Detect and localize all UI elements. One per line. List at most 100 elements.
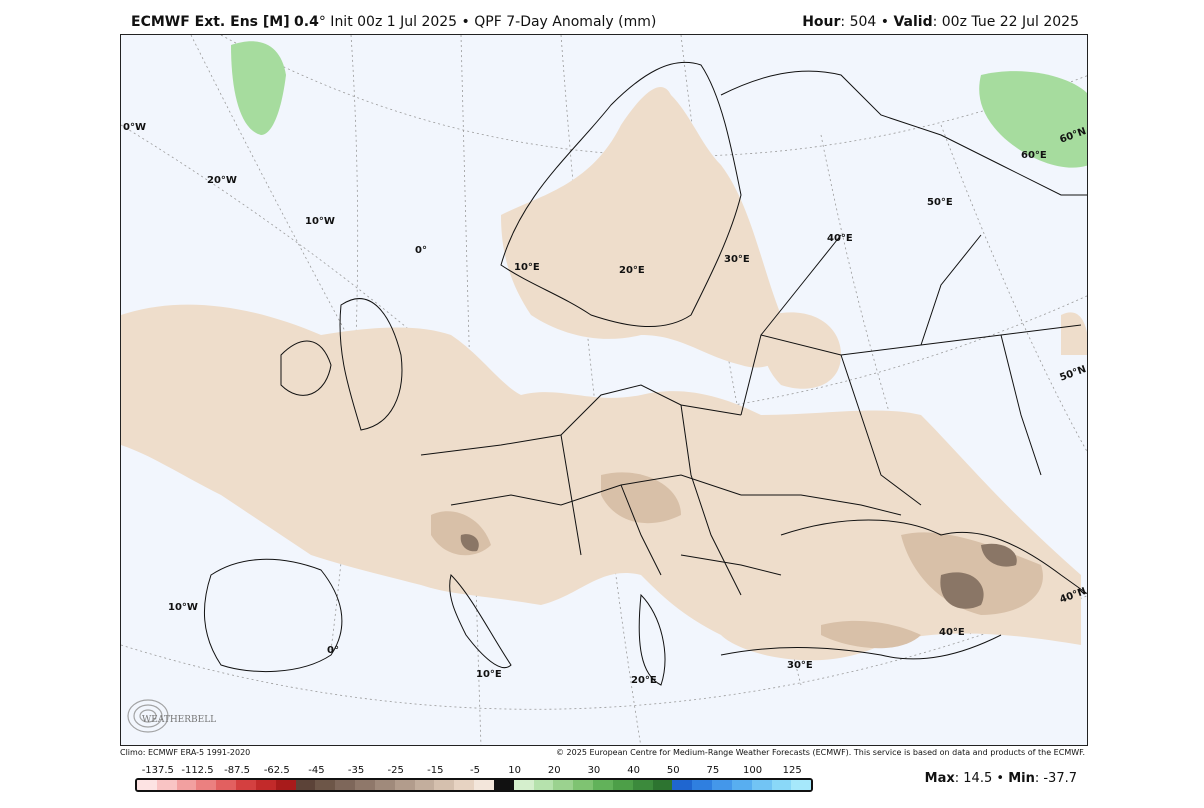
colorbar-cell: [652, 780, 673, 790]
colorbar-tick-label: -25: [387, 765, 404, 776]
colorbar-tick-label: 100: [742, 765, 763, 776]
stats-bullet: •: [996, 771, 1005, 786]
model-resolution: 0.4: [294, 14, 319, 30]
min-label: Min: [1008, 771, 1035, 786]
land-border: [680, 554, 782, 576]
bullet-separator-2: •: [880, 14, 890, 30]
valid-value: : 00z Tue 22 Jul 2025: [932, 14, 1079, 30]
lon-label: 0°W: [123, 122, 146, 133]
colorbar-tick-label: -87.5: [224, 765, 251, 776]
lon-label: 50°E: [927, 197, 953, 208]
colorbar-tick-label: -35: [347, 765, 365, 776]
colorbar-tick-label: 75: [706, 765, 720, 776]
colorbar-cell: [612, 780, 633, 790]
colorbar-cell: [156, 780, 177, 790]
chart-header: ECMWF Ext. Ens [M] 0.4° Init 00z 1 Jul 2…: [131, 12, 1079, 32]
land-border: [740, 234, 842, 416]
header-left: ECMWF Ext. Ens [M] 0.4° Init 00z 1 Jul 2…: [131, 12, 656, 32]
coastline: [203, 558, 343, 672]
land-border: [620, 484, 662, 576]
init-time: Init 00z 1 Jul 2025: [325, 14, 458, 30]
coastline: [339, 298, 403, 431]
colorbar-cell: [295, 780, 316, 790]
colorbar-labels: -137.5 -112.5 -87.5 -62.5 -45 -35 -25 -15 -5 10 20…: [136, 765, 814, 778]
colorbar-cell: [434, 780, 455, 790]
lon-label: 30°E: [724, 254, 750, 265]
logo-text: WEATHERBELL: [142, 715, 216, 725]
lon-label: 60°E: [1021, 150, 1047, 161]
colorbar-cell: [533, 780, 554, 790]
colorbar-cell: [771, 780, 792, 790]
colorbar-tick-label: 40: [627, 765, 640, 776]
colorbar-cell: [275, 780, 296, 790]
lon-label: 40°E: [827, 233, 853, 244]
colorbar-tick-label: -62.5: [263, 765, 290, 776]
lon-label: 20°E: [619, 265, 645, 276]
colorbar-cell: [176, 780, 197, 790]
colorbar-cell: [672, 780, 693, 790]
coastline: [780, 519, 1087, 595]
colorbar-cell: [632, 780, 653, 790]
lon-label: 40°E: [939, 627, 965, 638]
colorbar-cell: [474, 780, 494, 790]
country-borders: [203, 61, 1087, 686]
coastline: [720, 634, 1002, 660]
colorbar-cell: [692, 780, 713, 790]
coastline: [720, 70, 1087, 196]
header-right: Hour: 504 • Valid: 00z Tue 22 Jul 2025: [802, 12, 1079, 32]
valid-label: Valid: [893, 14, 933, 30]
colorbar-cell: [751, 780, 772, 790]
land-border: [920, 234, 982, 346]
colorbar-cell: [335, 780, 356, 790]
colorbar-tick-label: -137.5: [141, 765, 174, 776]
model-name: ECMWF Ext. Ens [M]: [131, 14, 290, 30]
land-border: [840, 354, 922, 506]
colorbar-cell: [315, 780, 336, 790]
lon-label: 30°E: [787, 660, 813, 671]
land-border: [560, 434, 582, 556]
colorbar: [135, 778, 813, 792]
colorbar-cell: [137, 780, 157, 790]
lon-label: 10°E: [476, 669, 502, 680]
lon-label: 10°W: [168, 602, 198, 613]
coastline: [280, 340, 332, 396]
colorbar-cell: [374, 780, 395, 790]
coastline: [638, 593, 666, 686]
lat-label: 50°N: [1058, 364, 1087, 384]
land-border: [741, 494, 902, 516]
meridian-line: [940, 124, 1087, 453]
colorbar-tick-label: 30: [587, 765, 601, 776]
colorbar-tick-label: 10: [508, 765, 522, 776]
colorbar-cell: [216, 780, 237, 790]
meridian-line: [460, 35, 482, 745]
colorbar-cell: [394, 780, 415, 790]
lon-label: 10°W: [305, 216, 335, 227]
max-min-stats: Max: 14.5 • Min: -37.7: [925, 771, 1077, 786]
map-canvas: 0°W 20°W 10°W 0° 10°E 20°E 30°E 40°E 50°…: [121, 35, 1087, 745]
lon-label: 20°W: [207, 175, 237, 186]
colorbar-cell: [712, 780, 732, 790]
colorbar-tick-label: 20: [547, 765, 561, 776]
colorbar-tick-label: 125: [782, 765, 802, 776]
colorbar-cell: [255, 780, 276, 790]
colorbar-tick-label: -112.5: [181, 765, 214, 776]
coastline: [500, 61, 742, 327]
colorbar-cell: [513, 780, 534, 790]
hour-value: : 504: [840, 14, 877, 30]
colorbar-tick-label: -45: [308, 765, 325, 776]
hour-label: Hour: [802, 14, 841, 30]
dry-anomaly-dark: [460, 534, 1017, 609]
coastline: [449, 574, 512, 669]
lon-label: 10°E: [514, 262, 540, 273]
lon-label: 0°: [327, 645, 339, 656]
colorbar-cell: [454, 780, 475, 790]
colorbar-cell: [573, 780, 594, 790]
colorbar-cell: [414, 780, 435, 790]
max-value: : 14.5: [954, 771, 993, 786]
degree-sign: °: [318, 14, 326, 30]
colorbar-cell: [236, 780, 256, 790]
land-border: [450, 474, 742, 506]
meridian-line: [121, 124, 452, 366]
land-border: [680, 404, 742, 596]
bullet-separator: •: [461, 14, 470, 30]
